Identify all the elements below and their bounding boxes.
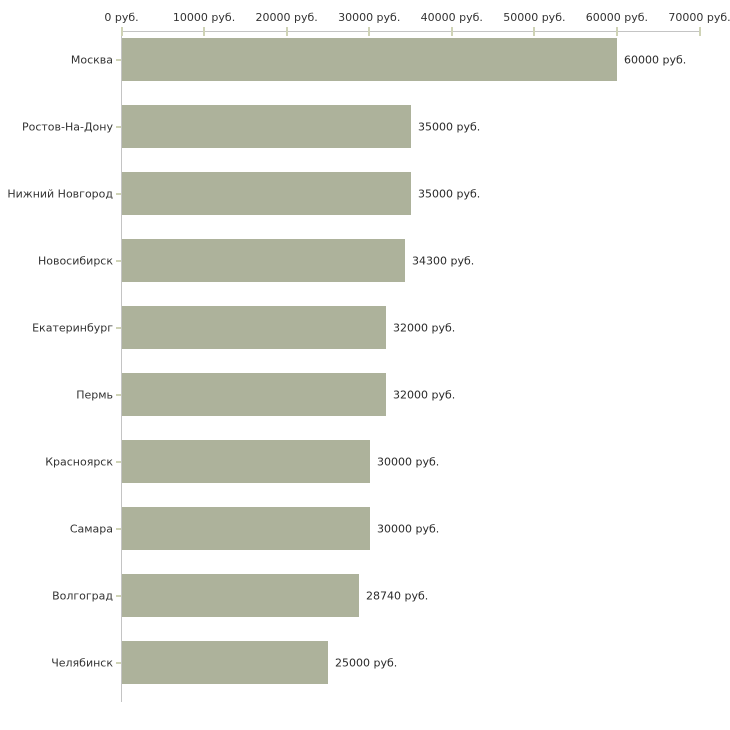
value-label: 60000 руб. [624, 53, 687, 66]
x-axis-tick-label: 40000 руб. [420, 11, 483, 24]
x-axis-tick-mark [533, 27, 536, 36]
category-label: Екатеринбург [32, 321, 113, 334]
value-label: 35000 руб. [418, 187, 481, 200]
x-axis-tick-mark [285, 27, 288, 36]
x-axis-tick-label: 60000 руб. [585, 11, 649, 24]
category-label: Волгоград [52, 589, 113, 602]
value-label: 32000 руб. [393, 321, 456, 334]
x-axis-tick-label: 0 руб. [104, 11, 139, 24]
category-tick-mark [116, 58, 121, 61]
x-axis-tick-label: 70000 руб. [668, 11, 730, 24]
bar [122, 574, 359, 617]
bar [122, 105, 411, 148]
x-axis-tick-label: 30000 руб. [338, 11, 401, 24]
value-label: 32000 руб. [393, 388, 456, 401]
category-label: Самара [69, 522, 113, 535]
bar [122, 306, 386, 349]
y-axis-line [121, 31, 122, 702]
value-label: 30000 руб. [377, 522, 440, 535]
category-label: Челябинск [51, 656, 113, 669]
x-axis-line [121, 31, 700, 32]
x-axis-tick-mark [368, 27, 371, 36]
category-tick-mark [116, 460, 121, 463]
value-label: 35000 руб. [418, 120, 481, 133]
category-tick-mark [116, 527, 121, 530]
category-tick-mark [116, 326, 121, 329]
x-axis-tick-mark [120, 27, 123, 36]
value-label: 25000 руб. [335, 656, 398, 669]
category-tick-mark [116, 125, 121, 128]
category-label: Москва [70, 53, 113, 66]
bar [122, 172, 411, 215]
bar [122, 641, 328, 684]
category-tick-mark [116, 661, 121, 664]
x-axis-tick-mark [615, 27, 618, 36]
bar [122, 239, 405, 282]
category-label: Красноярск [45, 455, 113, 468]
x-axis-tick-label: 20000 руб. [255, 11, 318, 24]
x-axis-tick-mark [450, 27, 453, 36]
category-tick-mark [116, 393, 121, 396]
category-label: Ростов-На-Дону [21, 120, 113, 133]
x-axis-tick-label: 50000 руб. [503, 11, 566, 24]
category-tick-mark [116, 192, 121, 195]
value-label: 28740 руб. [366, 589, 429, 602]
x-axis-tick-label: 10000 руб. [172, 11, 236, 24]
category-label: Пермь [76, 388, 113, 401]
x-axis-tick-mark [203, 27, 206, 36]
category-label: Нижний Новгород [7, 187, 113, 200]
bar [122, 440, 370, 483]
bar [122, 38, 617, 81]
x-axis-tick-mark [698, 27, 701, 36]
value-label: 30000 руб. [377, 455, 440, 468]
bar [122, 373, 386, 416]
bar [122, 507, 370, 550]
category-tick-mark [116, 259, 121, 262]
value-label: 34300 руб. [412, 254, 475, 267]
category-label: Новосибирск [37, 254, 113, 267]
category-tick-mark [116, 594, 121, 597]
